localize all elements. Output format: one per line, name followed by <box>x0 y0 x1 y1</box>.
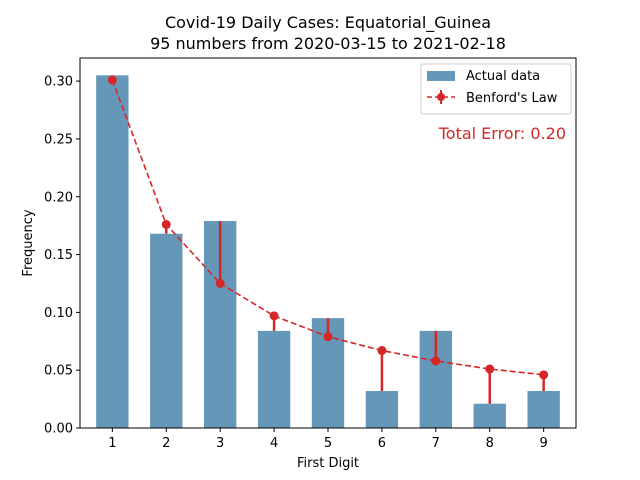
x-tick-label: 9 <box>540 436 548 451</box>
x-tick-label: 3 <box>216 436 224 451</box>
benford-point-digit-1 <box>107 75 117 85</box>
x-tick-label: 6 <box>378 436 386 451</box>
legend-label-actual: Actual data <box>466 69 540 84</box>
benford-point-digit-6 <box>377 346 387 356</box>
chart-title: Covid-19 Daily Cases: Equatorial_Guinea <box>165 13 491 33</box>
legend-bar-swatch <box>427 71 455 81</box>
legend-marker-swatch <box>437 93 445 101</box>
bar-digit-2 <box>150 233 183 428</box>
bar-digit-6 <box>365 391 399 428</box>
y-tick-label: 0.10 <box>44 306 73 321</box>
y-tick-label: 0.00 <box>44 422 73 437</box>
legend-label-benford: Benford's Law <box>466 91 558 106</box>
y-tick-label: 0.25 <box>44 132 73 147</box>
benford-point-digit-9 <box>539 370 549 380</box>
x-tick-label: 5 <box>324 436 332 451</box>
x-axis-label: First Digit <box>297 456 359 471</box>
y-tick-label: 0.05 <box>44 364 73 379</box>
benford-point-digit-4 <box>269 311 279 321</box>
total-error-annotation: Total Error: 0.20 <box>438 124 566 143</box>
y-tick-label: 0.15 <box>44 248 73 263</box>
bar-digit-8 <box>473 403 506 428</box>
bar-digit-9 <box>527 391 560 428</box>
x-tick-label: 4 <box>270 436 278 451</box>
x-tick-label: 8 <box>486 436 494 451</box>
bar-digit-4 <box>257 330 291 428</box>
x-tick-label: 1 <box>108 436 116 451</box>
benford-point-digit-5 <box>323 332 333 342</box>
benford-point-digit-3 <box>215 278 225 288</box>
x-tick-label: 7 <box>432 436 440 451</box>
bar-group <box>96 75 560 428</box>
x-axis: 1 2 3 4 5 6 7 8 9 <box>108 428 548 451</box>
x-tick-label: 2 <box>162 436 170 451</box>
benford-point-digit-8 <box>485 364 495 374</box>
y-axis: 0.00 0.05 0.10 0.15 0.20 0.25 0.30 <box>44 75 80 437</box>
legend: Actual data Benford's Law <box>420 63 572 115</box>
benford-point-digit-7 <box>431 356 441 366</box>
benford-line-group <box>107 75 549 380</box>
bar-digit-1 <box>96 75 129 428</box>
chart-subtitle: 95 numbers from 2020-03-15 to 2021-02-18 <box>150 34 506 53</box>
y-tick-label: 0.30 <box>44 75 73 90</box>
y-tick-label: 0.20 <box>44 190 73 205</box>
benford-point-digit-2 <box>161 220 171 229</box>
legend-frame <box>420 63 572 115</box>
y-axis-label: Frequency <box>21 209 36 276</box>
